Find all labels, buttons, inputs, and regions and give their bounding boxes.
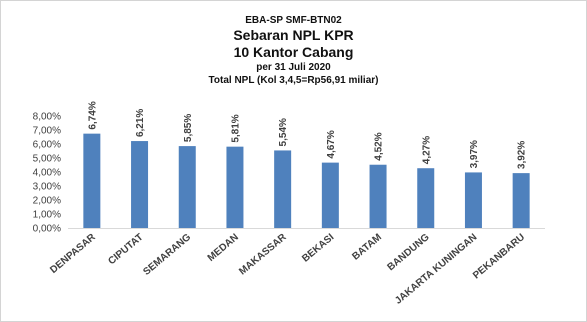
x-tick-label: BANDUNG [385,232,431,273]
x-tick-label: DENPASAR [48,231,98,276]
x-tick-label: CIPUTAT [106,232,145,267]
y-tick-label: 3,00% [33,182,61,193]
chart-title-line-3: 10 Kantor Cabang [233,44,354,60]
y-tick-label: 7,00% [33,126,61,137]
chart-title-line-2: Sebaran NPL KPR [233,27,354,43]
bar [274,150,292,228]
y-tick-label: 5,00% [33,154,61,165]
data-label: 6,21% [135,109,146,137]
x-tick-label: BATAM [350,232,384,263]
bar [369,164,387,228]
data-label: 5,81% [230,114,241,142]
x-tick-label: MAKASSAR [237,231,289,277]
data-label: 5,85% [183,114,194,142]
y-tick-label: 0,00% [33,224,61,235]
bar [83,133,101,228]
y-tick-label: 4,00% [33,168,61,179]
x-tick-label: BEKASI [300,232,336,265]
x-tick-label: JAKARTA KUNINGAN [393,232,479,307]
chart-title-line-4: per 31 Juli 2020 [256,62,331,73]
bar [417,168,435,228]
data-label: 3,97% [469,140,480,168]
data-label: 4,67% [326,130,337,158]
y-tick-label: 6,00% [33,140,61,151]
y-tick-label: 2,00% [33,196,61,207]
y-tick-label: 8,00% [33,112,61,123]
data-label: 6,74% [87,101,98,129]
bar [178,146,196,228]
bar [131,141,149,228]
chart-title-line-5: Total NPL (Kol 3,4,5=Rp56,91 miliar) [208,75,379,86]
chart-title-block: EBA-SP SMF-BTN02 Sebaran NPL KPR 10 Kant… [0,14,587,87]
x-tick-label: MEDAN [206,232,241,264]
data-label: 4,52% [374,132,385,160]
x-tick-label: SEMARANG [141,232,193,278]
data-label: 4,27% [421,136,432,164]
data-label: 3,92% [517,141,528,169]
bar [226,146,244,228]
data-label: 5,54% [278,118,289,146]
bar [512,173,530,228]
x-tick-label: PEKANBARU [471,232,527,282]
y-tick-label: 1,00% [33,210,61,221]
bar [464,172,482,228]
chart-title-line-1: EBA-SP SMF-BTN02 [245,15,342,26]
bar [321,162,339,228]
